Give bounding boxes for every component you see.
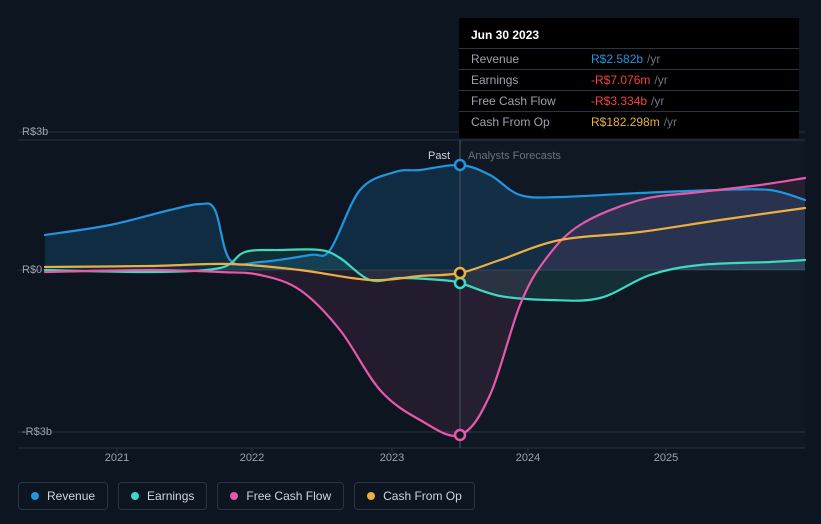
- tooltip-metric-label: Cash From Op: [471, 115, 591, 129]
- tooltip-unit: /yr: [654, 73, 667, 87]
- tooltip-row: Cash From OpR$182.298m/yr: [459, 111, 799, 132]
- y-tick-label: R$0: [22, 264, 42, 276]
- tooltip-metric-value: -R$7.076m: [591, 73, 650, 87]
- tooltip-metric-label: Free Cash Flow: [471, 94, 591, 108]
- x-tick-label: 2022: [240, 452, 264, 464]
- tooltip-row: Free Cash Flow-R$3.334b/yr: [459, 90, 799, 111]
- tooltip-metric-value: R$2.582b: [591, 52, 643, 66]
- chart-tooltip: Jun 30 2023 RevenueR$2.582b/yrEarnings-R…: [459, 18, 799, 138]
- tooltip-metric-label: Earnings: [471, 73, 591, 87]
- y-tick-label: -R$3b: [22, 426, 52, 438]
- x-tick-label: 2024: [516, 452, 540, 464]
- x-tick-label: 2021: [105, 452, 129, 464]
- legend-label: Free Cash Flow: [246, 489, 331, 503]
- legend-label: Revenue: [47, 489, 95, 503]
- x-tick-label: 2025: [654, 452, 678, 464]
- x-tick-label: 2023: [380, 452, 404, 464]
- legend-dot-icon: [31, 492, 39, 500]
- tooltip-metric-label: Revenue: [471, 52, 591, 66]
- tooltip-unit: /yr: [664, 115, 677, 129]
- y-tick-label: R$3b: [22, 126, 48, 138]
- legend-dot-icon: [367, 492, 375, 500]
- chart-legend: Revenue Earnings Free Cash Flow Cash From O…: [18, 482, 475, 510]
- legend-dot-icon: [131, 492, 139, 500]
- legend-item-cfo[interactable]: Cash From Op: [354, 482, 475, 510]
- legend-item-revenue[interactable]: Revenue: [18, 482, 108, 510]
- legend-item-fcf[interactable]: Free Cash Flow: [217, 482, 344, 510]
- tooltip-metric-value: -R$3.334b: [591, 94, 647, 108]
- legend-label: Cash From Op: [383, 489, 462, 503]
- tooltip-row: Earnings-R$7.076m/yr: [459, 69, 799, 90]
- forecast-label: Analysts Forecasts: [468, 150, 561, 162]
- past-label: Past: [428, 150, 450, 162]
- legend-item-earnings[interactable]: Earnings: [118, 482, 207, 510]
- financial-chart: R$3b R$0 -R$3b 2021 2022 2023 2024 2025 Past A…: [0, 0, 821, 524]
- tooltip-metric-value: R$182.298m: [591, 115, 660, 129]
- legend-label: Earnings: [147, 489, 194, 503]
- tooltip-unit: /yr: [647, 52, 660, 66]
- tooltip-unit: /yr: [651, 94, 664, 108]
- tooltip-row: RevenueR$2.582b/yr: [459, 48, 799, 69]
- tooltip-date: Jun 30 2023: [459, 28, 799, 48]
- legend-dot-icon: [230, 492, 238, 500]
